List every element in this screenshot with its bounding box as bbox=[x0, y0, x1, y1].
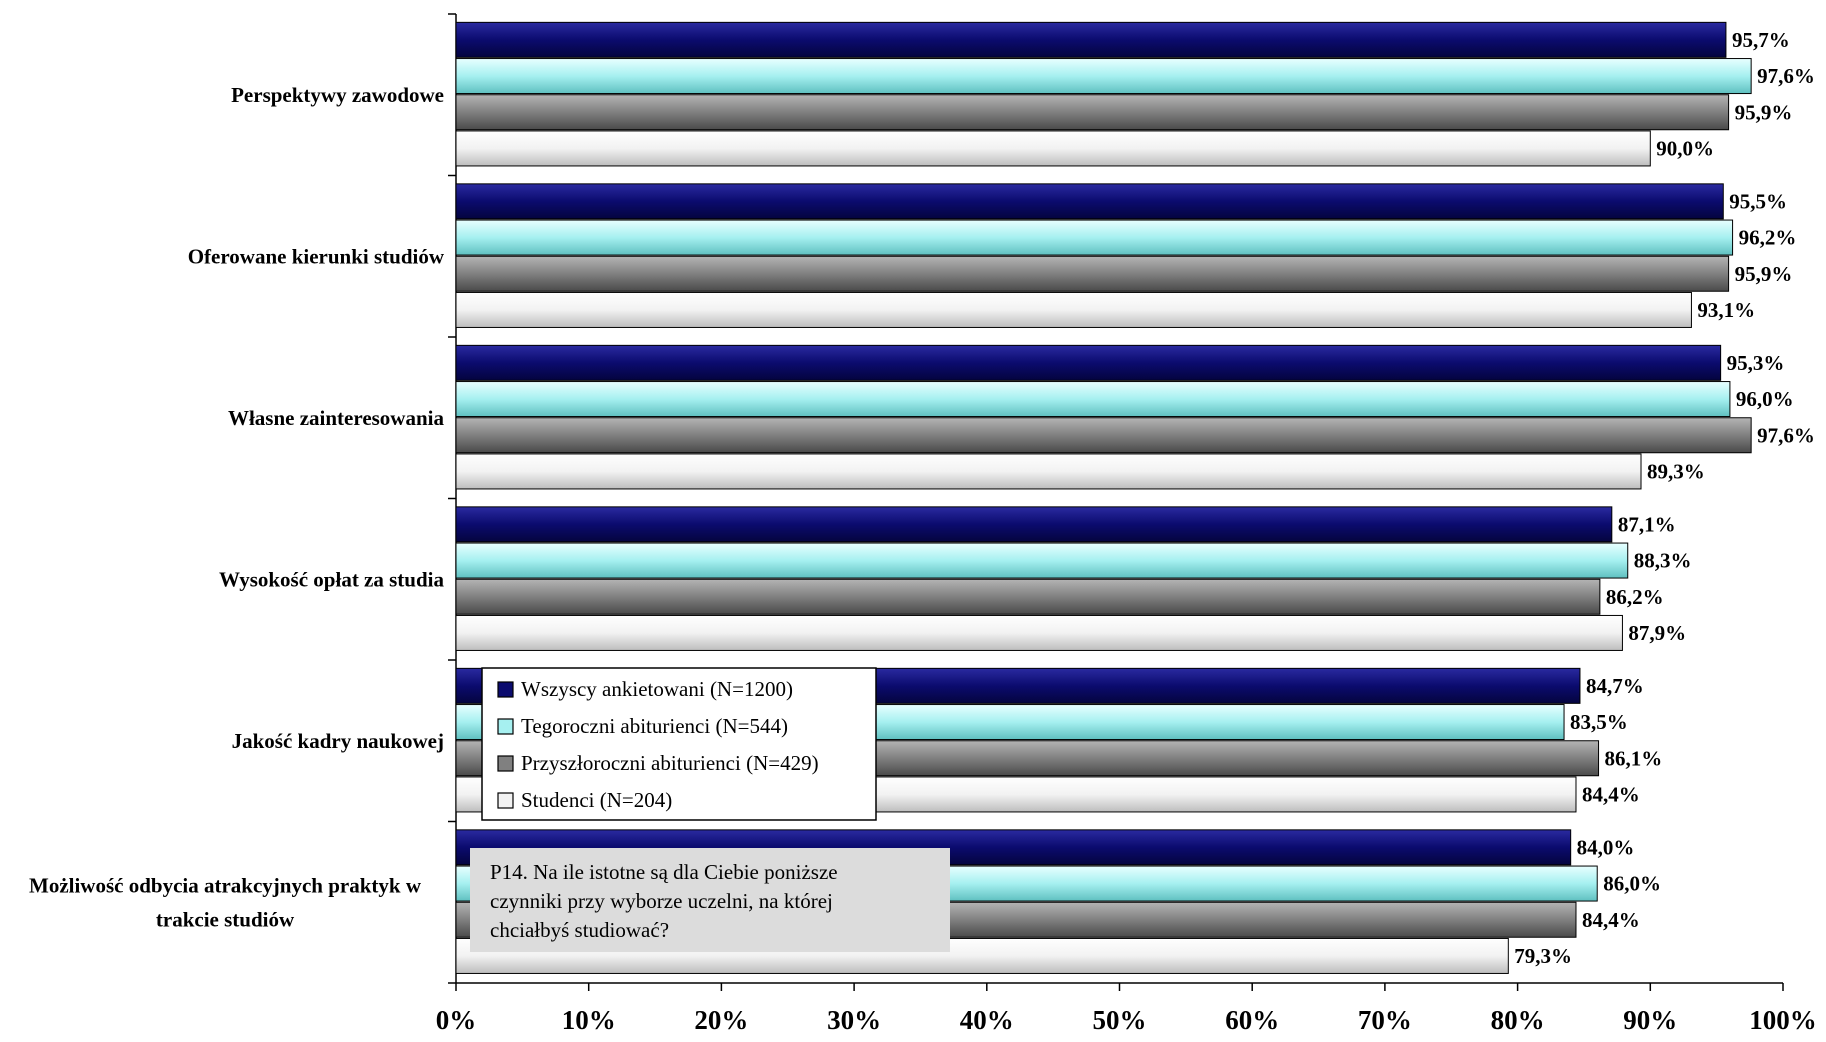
category-label: Jakość kadry naukowej bbox=[232, 729, 444, 753]
legend-swatch bbox=[497, 792, 514, 809]
x-tick-label: 70% bbox=[1358, 1005, 1412, 1035]
legend: Wszyscy ankietowani (N=1200) Tegoroczni a… bbox=[481, 667, 877, 821]
note-box bbox=[470, 848, 950, 952]
category-label: Perspektywy zawodowe bbox=[231, 83, 444, 107]
legend-swatch bbox=[497, 718, 514, 735]
bar bbox=[455, 130, 1651, 167]
data-label: 86,2% bbox=[1606, 585, 1664, 609]
bar bbox=[455, 291, 1692, 328]
x-tick-label: 40% bbox=[960, 1005, 1014, 1035]
data-label: 87,9% bbox=[1628, 621, 1686, 645]
bar bbox=[455, 58, 1752, 95]
legend-label: Studenci (N=204) bbox=[521, 788, 672, 812]
data-label: 95,3% bbox=[1727, 351, 1785, 375]
data-label: 84,4% bbox=[1582, 908, 1640, 932]
data-label: 86,0% bbox=[1603, 872, 1661, 896]
data-label: 87,1% bbox=[1618, 512, 1676, 536]
legend-label: Wszyscy ankietowani (N=1200) bbox=[521, 677, 793, 701]
bar bbox=[455, 344, 1722, 381]
legend-label: Tegoroczni abiturienci (N=544) bbox=[521, 714, 788, 738]
x-tick-label: 20% bbox=[694, 1005, 748, 1035]
bar bbox=[455, 381, 1731, 418]
bar bbox=[455, 255, 1730, 292]
data-label: 95,9% bbox=[1735, 100, 1793, 124]
legend-swatch bbox=[497, 755, 514, 772]
category-label: Oferowane kierunki studiów bbox=[188, 244, 445, 268]
bar bbox=[455, 183, 1724, 220]
legend-label: Przyszłoroczni abiturienci (N=429) bbox=[521, 751, 819, 775]
x-tick-label: 80% bbox=[1491, 1005, 1545, 1035]
x-tick-labels: 0% 10% 20% 30% 40% 50% 60% 70% 80% 90% 100% bbox=[436, 1005, 1817, 1035]
data-label: 97,6% bbox=[1757, 64, 1815, 88]
x-tick-label: 90% bbox=[1623, 1005, 1677, 1035]
data-label: 96,0% bbox=[1736, 387, 1794, 411]
data-label: 83,5% bbox=[1570, 710, 1628, 734]
bar bbox=[455, 542, 1629, 579]
data-label: 96,2% bbox=[1739, 226, 1797, 250]
data-label: 95,9% bbox=[1735, 262, 1793, 286]
data-label: 89,3% bbox=[1647, 459, 1705, 483]
legend-box bbox=[481, 667, 877, 821]
category-label: Możliwość odbycia atrakcyjnych praktyk w… bbox=[29, 873, 422, 931]
bar bbox=[455, 417, 1752, 454]
data-label: 86,1% bbox=[1605, 746, 1663, 770]
data-label: 84,7% bbox=[1586, 674, 1644, 698]
bar bbox=[455, 614, 1623, 651]
x-tick-label: 30% bbox=[827, 1005, 881, 1035]
data-label: 88,3% bbox=[1634, 549, 1692, 573]
data-label: 93,1% bbox=[1697, 298, 1755, 322]
bar bbox=[455, 94, 1730, 131]
question-note: P14. Na ile istotne są dla Ciebie poniżs… bbox=[470, 848, 950, 952]
bar bbox=[455, 506, 1613, 543]
x-tick-label: 10% bbox=[562, 1005, 616, 1035]
data-label: 95,5% bbox=[1729, 189, 1787, 213]
bar bbox=[455, 21, 1727, 58]
x-tick-label: 60% bbox=[1225, 1005, 1279, 1035]
x-tick-label: 0% bbox=[436, 1005, 477, 1035]
bar bbox=[455, 219, 1734, 256]
note-text: P14. Na ile istotne są dla Ciebie poniżs… bbox=[490, 860, 838, 942]
category-label: Własne zainteresowania bbox=[228, 406, 445, 430]
axes bbox=[448, 13, 1784, 991]
legend-swatch bbox=[497, 681, 514, 698]
data-label: 97,6% bbox=[1757, 423, 1815, 447]
bars: 95,7% 97,6% 95,9% 90,0% 95,5% 96,2% 95,9% 93,1%… bbox=[455, 21, 1815, 974]
data-label: 79,3% bbox=[1514, 944, 1572, 968]
bar bbox=[455, 453, 1642, 490]
data-label: 90,0% bbox=[1656, 136, 1714, 160]
category-label: Wysokość opłat za studia bbox=[219, 567, 445, 591]
x-tick-label: 100% bbox=[1749, 1005, 1817, 1035]
data-label: 84,4% bbox=[1582, 782, 1640, 806]
x-tick-label: 50% bbox=[1093, 1005, 1147, 1035]
data-label: 84,0% bbox=[1577, 835, 1635, 859]
data-label: 95,7% bbox=[1732, 28, 1790, 52]
bar bbox=[455, 578, 1601, 615]
category-labels: Perspektywy zawodowe Oferowane kierunki s… bbox=[29, 83, 445, 932]
